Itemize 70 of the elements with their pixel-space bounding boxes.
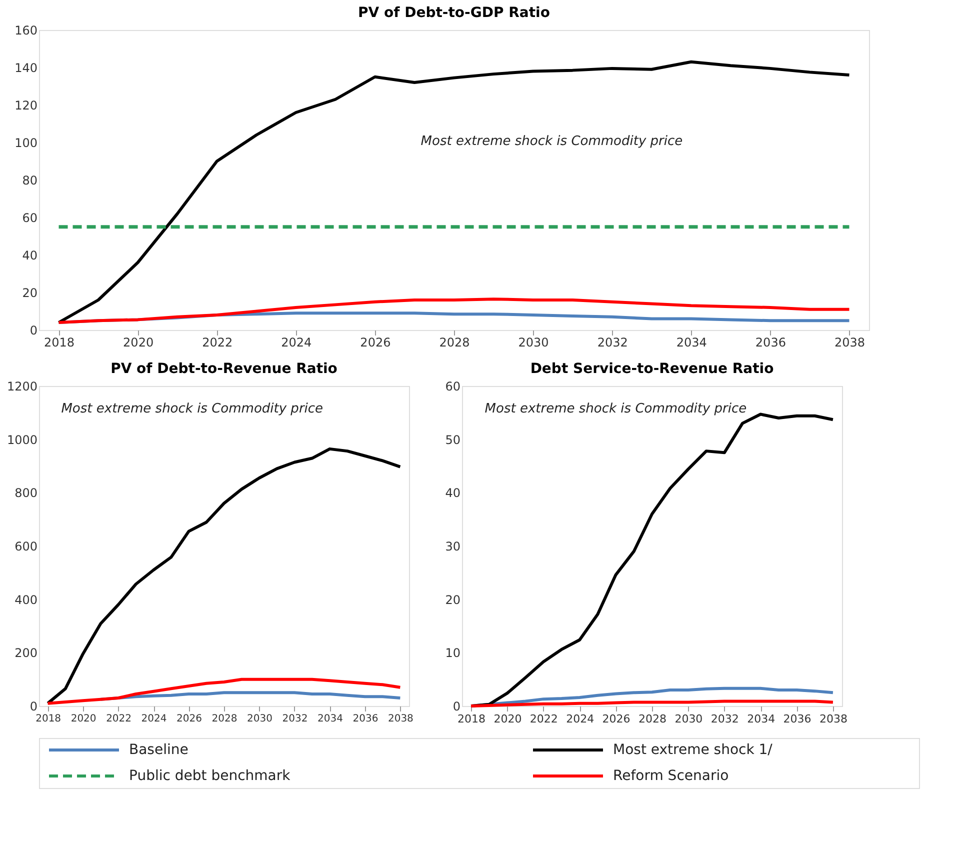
y-tick-label: 400 (14, 592, 38, 607)
x-tick-label: 2036 (352, 714, 378, 724)
x-tick-label: 2034 (317, 714, 343, 724)
x-tick-label: 2036 (755, 336, 786, 350)
y-tick-label: 100 (14, 136, 38, 150)
x-tick-label: 2024 (141, 714, 167, 724)
y-tick-label: 0 (452, 700, 460, 714)
x-tick-label: 2038 (834, 336, 866, 350)
legend-label: Reform Scenario (613, 768, 729, 784)
x-tick-label: 2034 (676, 336, 707, 350)
chart-title: PV of Debt-to-Revenue Ratio (110, 361, 338, 377)
chart-title: PV of Debt-to-GDP Ratio (358, 5, 550, 21)
x-tick-label: 2034 (747, 712, 776, 726)
x-tick-label: 2018 (36, 714, 62, 724)
y-tick-label: 40 (22, 248, 38, 262)
x-tick-label: 2022 (106, 714, 132, 724)
y-tick-label: 200 (14, 646, 38, 660)
x-tick-label: 2018 (458, 712, 486, 726)
x-tick-label: 2028 (638, 712, 666, 726)
line-series (57, 298, 851, 324)
x-tick-label: 2030 (674, 712, 703, 726)
x-tick-label: 2022 (202, 336, 233, 350)
line-series (46, 447, 402, 705)
y-tick-label: 50 (445, 432, 460, 447)
y-tick-label: 20 (445, 592, 460, 607)
line-series (57, 60, 851, 324)
x-tick-label: 2026 (176, 714, 202, 724)
x-tick-label: 2030 (247, 714, 272, 724)
y-tick-label: 20 (22, 286, 38, 300)
y-tick-label: 30 (445, 540, 460, 554)
y-tick-label: 140 (14, 61, 38, 75)
y-tick-label: 800 (14, 486, 38, 500)
y-tick-label: 600 (14, 540, 38, 554)
y-tick-label: 60 (445, 380, 460, 394)
x-tick-label: 2024 (281, 336, 312, 350)
x-tick-label: 2032 (710, 712, 739, 726)
legend-label: Public debt benchmark (129, 768, 292, 784)
x-tick-label: 2024 (566, 712, 594, 726)
x-tick-label: 2036 (783, 712, 812, 726)
annotation: Most extreme shock is Commodity price (61, 401, 324, 416)
x-tick-label: 2030 (518, 336, 549, 350)
y-tick-label: 60 (22, 211, 38, 225)
x-tick-label: 2038 (388, 714, 414, 724)
x-tick-label: 2026 (360, 336, 391, 350)
line-series (46, 678, 402, 705)
annotation: Most extreme shock is Commodity price (420, 134, 683, 149)
x-tick-label: 2032 (282, 714, 308, 724)
x-tick-label: 2026 (602, 712, 630, 726)
legend-label: Most extreme shock 1/ (613, 742, 773, 758)
y-tick-label: 10 (445, 646, 460, 660)
x-tick-label: 2022 (530, 712, 558, 726)
x-tick-label: 2032 (597, 336, 628, 350)
x-tick-label: 2020 (494, 712, 522, 726)
x-tick-label: 2020 (123, 336, 154, 350)
chart-title: Debt Service-to-Revenue Ratio (530, 361, 774, 377)
y-tick-label: 80 (22, 174, 38, 188)
x-tick-label: 2018 (44, 336, 75, 350)
legend-label: Baseline (129, 742, 188, 758)
y-tick-label: 0 (30, 324, 38, 338)
x-tick-label: 2028 (212, 714, 238, 724)
y-tick-label: 160 (14, 24, 38, 38)
x-tick-label: 2020 (70, 714, 96, 724)
annotation: Most extreme shock is Commodity price (484, 401, 747, 416)
y-tick-label: 0 (30, 700, 38, 714)
x-tick-label: 2028 (439, 336, 470, 350)
x-tick-label: 2038 (819, 712, 848, 726)
y-tick-label: 120 (14, 98, 38, 112)
y-tick-label: 1000 (6, 432, 38, 447)
y-tick-label: 40 (445, 486, 460, 500)
y-tick-label: 1200 (6, 380, 38, 394)
